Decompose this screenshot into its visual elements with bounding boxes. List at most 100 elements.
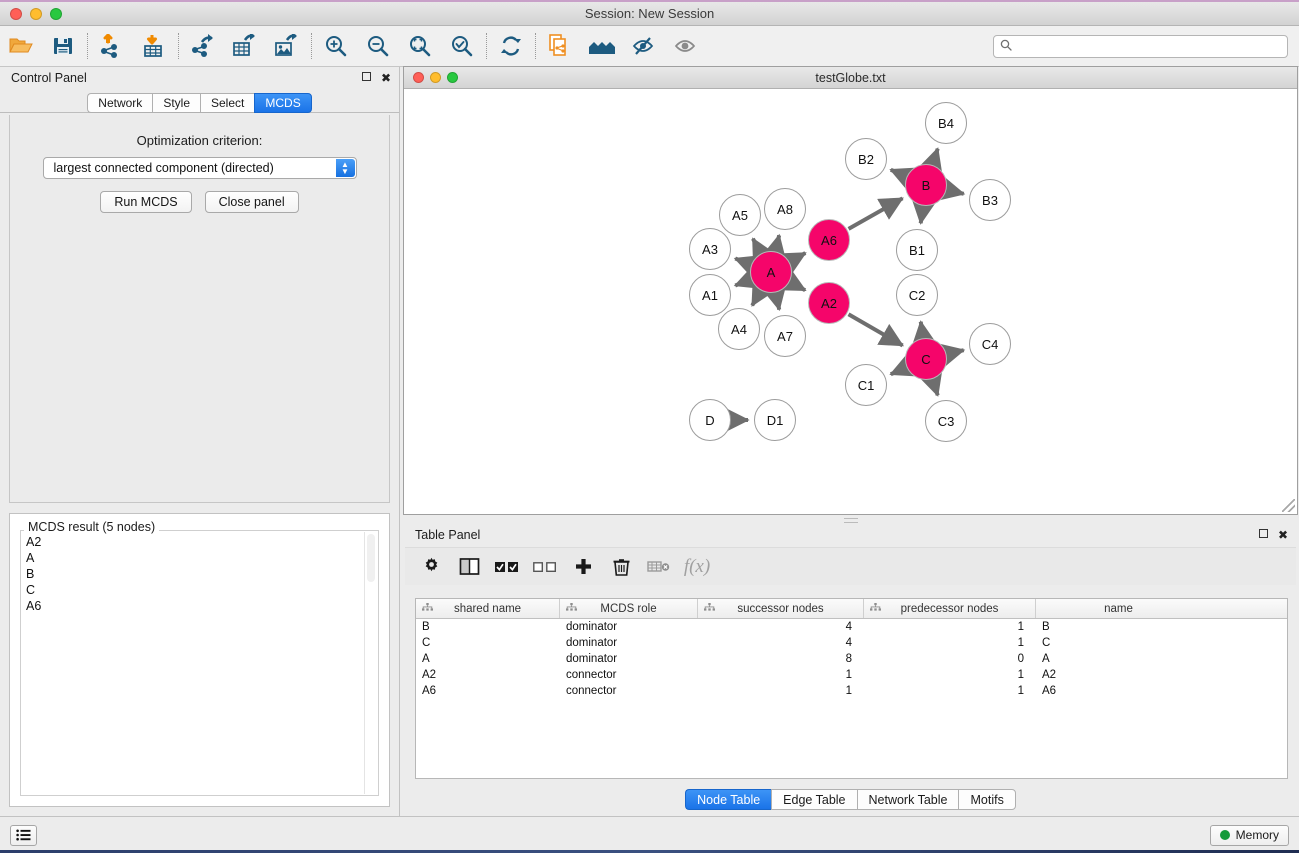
cell-predecessor-nodes[interactable]: 1 [1017, 669, 1024, 681]
cell-shared-name[interactable]: A [422, 653, 430, 665]
gear-icon[interactable] [417, 553, 445, 581]
cell-successor-nodes[interactable]: 1 [845, 669, 852, 681]
graph-edge[interactable] [733, 255, 761, 278]
cell-shared-name[interactable]: A6 [422, 685, 437, 697]
table-row[interactable]: A6 connector 1 1 A6 [416, 683, 1287, 699]
tab-select[interactable]: Select [200, 93, 255, 113]
graph-node-c3[interactable]: C3 [925, 400, 967, 442]
graph-edge[interactable] [751, 237, 775, 265]
export-image-icon[interactable] [266, 27, 308, 65]
graph-node-a8[interactable]: A8 [764, 188, 806, 230]
network-minimize-button[interactable] [430, 72, 441, 83]
list-item[interactable]: B [26, 567, 35, 581]
tab-network[interactable]: Network [87, 93, 153, 113]
column-header-successor-nodes[interactable]: successor nodes [698, 599, 864, 618]
run-mcds-button[interactable]: Run MCDS [100, 191, 192, 213]
column-header-mcds-role[interactable]: MCDS role [560, 599, 698, 618]
graph-edge[interactable] [889, 354, 917, 377]
optimization-criterion-select[interactable]: largest connected component (directed) ▲… [42, 157, 357, 179]
graph-node-b1[interactable]: B1 [896, 229, 938, 271]
import-table-icon[interactable] [133, 27, 175, 65]
cell-successor-nodes[interactable]: 4 [845, 621, 852, 633]
graph-node-d[interactable]: D [689, 399, 731, 441]
graph-node-a5[interactable]: A5 [719, 194, 761, 236]
graph-node-b3[interactable]: B3 [969, 179, 1011, 221]
search-input[interactable] [1017, 38, 1281, 54]
tab-mcds[interactable]: MCDS [254, 93, 312, 113]
cell-predecessor-nodes[interactable]: 0 [1017, 653, 1024, 665]
zoom-selected-icon[interactable] [441, 27, 483, 65]
column-header-predecessor-nodes[interactable]: predecessor nodes [864, 599, 1036, 618]
cell-mcds-role[interactable]: dominator [566, 621, 618, 633]
graph-node-a1[interactable]: A1 [689, 274, 731, 316]
graph-node-a7[interactable]: A7 [764, 315, 806, 357]
task-list-icon[interactable] [10, 824, 37, 846]
layout-icon[interactable] [581, 27, 623, 65]
close-panel-button[interactable]: Close panel [204, 191, 299, 213]
cell-name[interactable]: B [1042, 621, 1050, 633]
reset-columns-icon[interactable] [645, 553, 673, 581]
graph-edge[interactable] [779, 269, 807, 293]
cell-successor-nodes[interactable]: 8 [845, 653, 852, 665]
zoom-window-button[interactable] [50, 7, 62, 20]
graph-edge[interactable] [919, 147, 943, 174]
graph-node-a[interactable]: A [750, 251, 792, 293]
cell-predecessor-nodes[interactable]: 1 [1017, 637, 1024, 649]
cell-mcds-role[interactable]: dominator [566, 637, 618, 649]
close-icon[interactable]: ✖ [380, 71, 391, 85]
cell-name[interactable]: A2 [1042, 669, 1057, 681]
graph-node-b2[interactable]: B2 [845, 138, 887, 180]
cell-predecessor-nodes[interactable]: 1 [1017, 621, 1024, 633]
export-table-icon[interactable] [224, 27, 266, 65]
cell-name[interactable]: A [1042, 653, 1050, 665]
table-row[interactable]: A2 connector 1 1 A2 [416, 667, 1287, 683]
delete-column-icon[interactable] [607, 553, 635, 581]
graph-node-d1[interactable]: D1 [754, 399, 796, 441]
select-all-icon[interactable] [493, 553, 521, 581]
graph-edge[interactable] [911, 320, 936, 346]
panel-splitter[interactable] [403, 515, 1298, 523]
cell-shared-name[interactable]: A2 [422, 669, 437, 681]
graph-node-a4[interactable]: A4 [718, 308, 760, 350]
graph-edge[interactable] [762, 233, 786, 260]
memory-button[interactable]: Memory [1209, 824, 1289, 846]
result-scrollbar-thumb[interactable] [367, 534, 375, 582]
cell-name[interactable]: C [1042, 637, 1051, 649]
graph-node-b4[interactable]: B4 [925, 102, 967, 144]
minimize-window-button[interactable] [30, 7, 42, 20]
tab-node-table[interactable]: Node Table [685, 789, 772, 810]
zoom-in-icon[interactable] [315, 27, 357, 65]
tab-edge-table[interactable]: Edge Table [771, 789, 857, 810]
graph-node-a3[interactable]: A3 [689, 228, 731, 270]
graph-edge[interactable] [733, 266, 761, 289]
cell-successor-nodes[interactable]: 4 [845, 637, 852, 649]
open-session-icon[interactable] [0, 27, 42, 65]
graph-edge[interactable] [750, 280, 774, 307]
cell-mcds-role[interactable]: dominator [566, 653, 618, 665]
cell-mcds-role[interactable]: connector [566, 669, 617, 681]
graph-edge[interactable] [762, 285, 787, 312]
columns-icon[interactable] [455, 553, 483, 581]
cell-name[interactable]: A6 [1042, 685, 1057, 697]
import-network-icon[interactable] [91, 27, 133, 65]
graph-edge[interactable] [919, 370, 943, 397]
result-scrollbar[interactable] [364, 532, 377, 794]
network-resize-grip[interactable] [1282, 499, 1295, 512]
network-canvas[interactable]: B4 B2 B B3 A5 A8 A6 A3 B1 A A1 A2 C2 A4 A7 C4 C C1 D D1 C3 [404, 89, 1297, 514]
close-icon[interactable]: ✖ [1277, 528, 1288, 542]
mcds-result-list[interactable]: A2 A B C A6 [22, 532, 364, 794]
export-network-icon[interactable] [182, 27, 224, 65]
graph-edge[interactable] [847, 196, 904, 231]
graph-edge[interactable] [847, 312, 905, 348]
cell-shared-name[interactable]: C [422, 637, 431, 649]
column-header-name[interactable]: name [1036, 599, 1201, 618]
graph-node-a2[interactable]: A2 [808, 282, 850, 324]
node-table-grid[interactable]: shared name MCDS role successor nodes prede… [415, 598, 1288, 779]
cell-mcds-role[interactable]: connector [566, 685, 617, 697]
maximize-icon[interactable] [361, 71, 371, 85]
graph-node-a6[interactable]: A6 [808, 219, 850, 261]
graph-edge[interactable] [889, 167, 917, 190]
